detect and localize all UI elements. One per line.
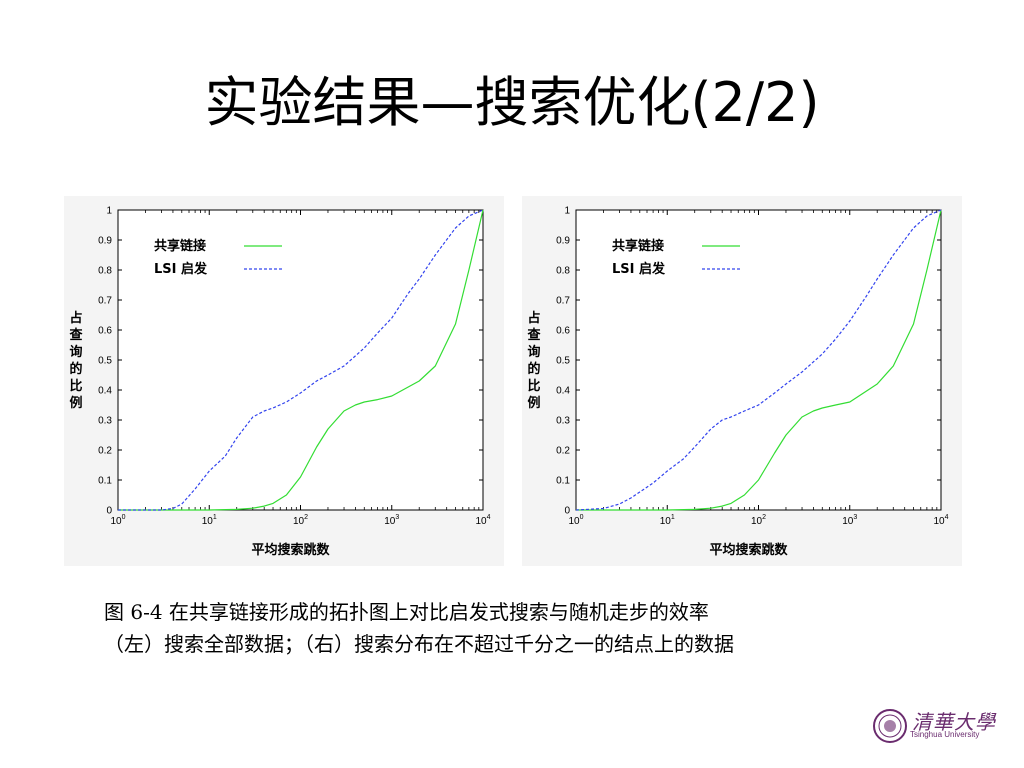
left-ytick-label: 0.5 (98, 356, 112, 367)
chart-left: 0 0.1 0.2 0.3 0.4 0.5 0.6 0.7 0.8 0.9 1 100 101 102 10… (64, 196, 504, 566)
right-xtick-label: 101 (660, 514, 675, 527)
left-legend-label-1: LSI 启发 (154, 261, 208, 277)
left-ytick-label: 0.2 (98, 446, 112, 457)
right-ytick-label: 0.2 (556, 446, 570, 457)
right-ytick-label: 1 (564, 206, 570, 217)
right-legend-label-1: LSI 启发 (612, 261, 666, 277)
left-ytick-label: 0.4 (98, 386, 112, 397)
right-ytick-label: 0.7 (556, 296, 570, 307)
university-logo: 清華大學 Tsinghua University (870, 706, 995, 746)
right-legend-label-0: 共享链接 (612, 238, 664, 254)
right-series-line-0 (576, 209, 942, 511)
left-xtick-label: 104 (475, 514, 490, 527)
right-ytick-label: 0.8 (556, 266, 570, 277)
left-xtick-label: 101 (202, 514, 217, 527)
left-xtick-label: 102 (293, 514, 308, 527)
chart-right: 0 0.1 0.2 0.3 0.4 0.5 0.6 0.7 0.8 0.9 1 100 101 102 10… (522, 196, 962, 566)
left-ytick-label: 0.1 (98, 476, 112, 487)
left-xtick-label: 100 (110, 514, 125, 527)
left-ytick-label: 0.8 (98, 266, 112, 277)
left-series-line-0 (118, 209, 484, 511)
left-plot-area (117, 209, 484, 511)
left-legend-label-0: 共享链接 (154, 238, 206, 254)
caption-line-1: 图 6-4 在共享链接形成的拓扑图上对比启发式搜索与随机走步的效率 (104, 600, 709, 624)
seal-icon (873, 709, 907, 743)
left-ytick-label: 0.6 (98, 326, 112, 337)
left-ytick-label: 0 (106, 506, 112, 517)
right-ytick-label: 0.6 (556, 326, 570, 337)
right-y-axis-label: 占查询的比例 (526, 310, 541, 411)
figure-caption: 图 6-4 在共享链接形成的拓扑图上对比启发式搜索与随机走步的效率 （左）搜索全… (104, 596, 944, 660)
right-ytick-label: 0.4 (556, 386, 570, 397)
right-ytick-label: 0.3 (556, 416, 570, 427)
right-xtick-label: 102 (751, 514, 766, 527)
chart-right-svg: 0 0.1 0.2 0.3 0.4 0.5 0.6 0.7 0.8 0.9 1 100 101 102 10… (526, 206, 948, 559)
left-ytick-label: 0.7 (98, 296, 112, 307)
right-ytick-label: 0.5 (556, 356, 570, 367)
right-ytick-label: 0.9 (556, 236, 570, 247)
logo-name-en: Tsinghua University (910, 730, 980, 739)
right-series-line-1 (575, 209, 942, 511)
left-y-axis-label: 占查询的比例 (68, 310, 83, 411)
chart-left-svg: 0 0.1 0.2 0.3 0.4 0.5 0.6 0.7 0.8 0.9 1 100 101 102 10… (68, 206, 490, 559)
right-ytick-label: 0.1 (556, 476, 570, 487)
left-x-axis-label: 平均搜索跳数 (251, 542, 330, 558)
right-xtick-label: 103 (842, 514, 857, 527)
left-series-line-1 (118, 209, 484, 511)
left-xtick-label: 103 (384, 514, 399, 527)
slide-title: 实验结果—搜索优化(2/2) (204, 71, 820, 134)
left-ytick-label: 1 (106, 206, 112, 217)
left-ytick-label: 0.9 (98, 236, 112, 247)
logo-name-cn: 清華大學 (912, 710, 996, 734)
right-ytick-label: 0 (564, 506, 570, 517)
right-x-axis-label: 平均搜索跳数 (709, 542, 788, 558)
left-ytick-label: 0.3 (98, 416, 112, 427)
right-xtick-label: 104 (933, 514, 948, 527)
caption-line-2: （左）搜索全部数据；（右）搜索分布在不超过千分之一的结点上的数据 (104, 632, 734, 656)
right-plot-area (575, 209, 942, 511)
right-xtick-label: 100 (568, 514, 583, 527)
